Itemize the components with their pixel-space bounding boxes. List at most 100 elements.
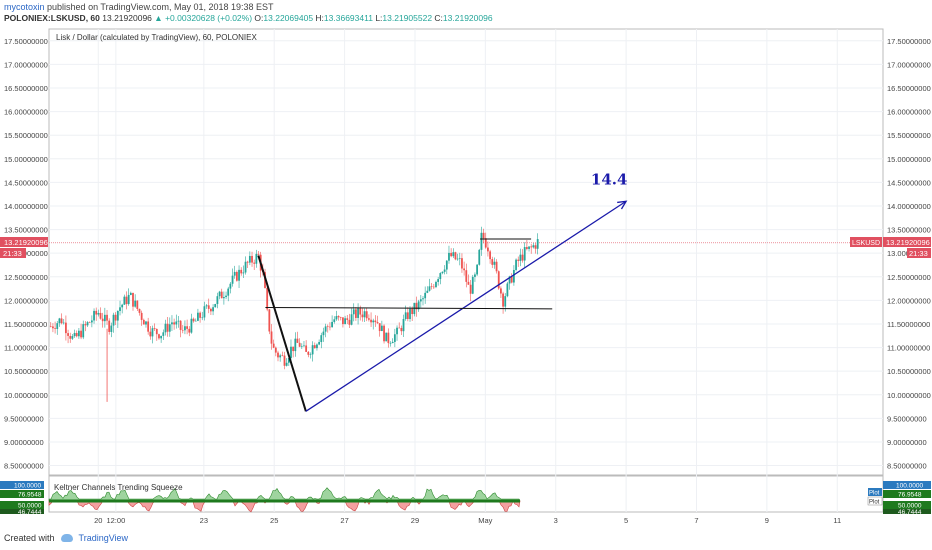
- candle-body: [363, 311, 366, 318]
- candle-body: [95, 310, 98, 315]
- candle-body: [346, 318, 349, 320]
- candle-body: [181, 329, 184, 331]
- candle-body: [222, 297, 225, 299]
- y-tick-label-left: 9.00000000: [4, 438, 44, 447]
- candle-body: [238, 269, 240, 281]
- candle-body: [129, 292, 132, 295]
- candle-body: [88, 322, 91, 323]
- candle-body: [158, 334, 160, 339]
- candle-body: [119, 307, 121, 311]
- candle-body: [383, 325, 385, 342]
- candle-body: [192, 318, 195, 322]
- low-value: 13.21905522: [382, 13, 433, 23]
- candle-body: [478, 249, 481, 265]
- candle-body: [229, 283, 232, 289]
- candle-body: [528, 246, 530, 249]
- candle-body: [316, 344, 318, 349]
- candle-body: [303, 345, 305, 347]
- candle-body: [359, 308, 362, 315]
- candle-body: [372, 320, 375, 323]
- candle-body: [419, 299, 422, 302]
- candle-body: [138, 308, 141, 313]
- candle-body: [184, 326, 186, 331]
- candle-body: [177, 320, 180, 322]
- candle-body: [424, 292, 427, 299]
- right-price-badge-value: 13.21920096: [886, 238, 930, 247]
- candle-body: [160, 335, 163, 339]
- candle-body: [461, 258, 463, 269]
- y-tick-label-left: 15.50000000: [4, 131, 48, 140]
- candle-body: [313, 345, 316, 349]
- y-tick-label-right: 17.50000000: [887, 37, 931, 46]
- candle-body: [441, 271, 444, 274]
- candle-body: [67, 333, 69, 336]
- candle-body: [508, 276, 511, 284]
- candle-body: [474, 274, 476, 277]
- y-tick-label-left: 12.00000000: [4, 296, 48, 305]
- candle-body: [116, 310, 119, 321]
- candle-body: [506, 283, 509, 297]
- candle-body: [145, 321, 147, 325]
- candle-body: [331, 321, 334, 328]
- candle-body: [153, 328, 156, 329]
- author-link[interactable]: mycotoxin: [4, 2, 45, 12]
- candle-body: [344, 318, 346, 325]
- candle-body: [305, 345, 308, 352]
- candle-body: [248, 255, 251, 263]
- last-price: 13.21920096: [102, 13, 152, 23]
- candle-body: [452, 252, 455, 257]
- symbol-label: POLONIEX:LSKUSD, 60: [4, 13, 100, 23]
- candle-body: [428, 286, 431, 291]
- left-price-badge: 13.21920096 21:33: [0, 237, 48, 258]
- candle-body: [409, 308, 411, 319]
- candle-body: [296, 338, 299, 343]
- right-price-badge: LSKUSD 13.21920096 21:33: [850, 237, 931, 258]
- x-tick-label: 27: [340, 516, 348, 525]
- candle-body: [385, 332, 388, 342]
- candle-body: [251, 255, 253, 263]
- candle-body: [164, 323, 167, 333]
- tradingview-link[interactable]: TradingView: [78, 533, 129, 543]
- candle-body: [242, 272, 245, 274]
- y-tick-label-right: 13.50000000: [887, 226, 931, 235]
- y-tick-label-left: 17.00000000: [4, 60, 48, 69]
- candle-body: [123, 296, 126, 305]
- x-tick-label: 9: [765, 516, 769, 525]
- candle-body: [292, 346, 295, 352]
- candle-body: [318, 342, 321, 345]
- candle-body: [240, 269, 243, 274]
- candle-body: [521, 254, 524, 261]
- candle-body: [402, 319, 405, 332]
- candle-body: [103, 314, 106, 322]
- candle-body: [281, 355, 284, 356]
- candle-body: [530, 246, 533, 248]
- candle-body: [82, 324, 85, 338]
- candle-body: [65, 322, 67, 334]
- x-tick-label: 29: [411, 516, 419, 525]
- y-tick-label-left: 11.50000000: [4, 320, 47, 329]
- candle-body: [134, 300, 137, 307]
- candle-body: [476, 264, 479, 275]
- candle-body: [454, 252, 457, 260]
- candle-body: [149, 331, 152, 337]
- candle-body: [534, 245, 537, 249]
- y-tick-label-left: 10.50000000: [4, 367, 48, 376]
- y-tick-label-right: 16.50000000: [887, 84, 931, 93]
- candle-body: [255, 253, 258, 264]
- candle-body: [510, 276, 513, 283]
- candle-body: [231, 275, 234, 284]
- indicator-name: Keltner Channels Trending Squeeze: [54, 483, 183, 492]
- candle-body: [112, 314, 115, 326]
- y-tick-label-left: 15.00000000: [4, 155, 48, 164]
- candle-body: [49, 326, 52, 327]
- candle-body: [396, 327, 398, 335]
- candle-body: [324, 326, 327, 332]
- y-tick-label-left: 17.50000000: [4, 37, 48, 46]
- candle-body: [179, 320, 182, 330]
- close-value: 13.21920096: [442, 13, 493, 23]
- candle-body: [69, 335, 72, 339]
- main-pane-border: [48, 28, 884, 476]
- candle-body: [56, 323, 59, 330]
- left-price-badge-value: 13.21920096: [4, 238, 48, 247]
